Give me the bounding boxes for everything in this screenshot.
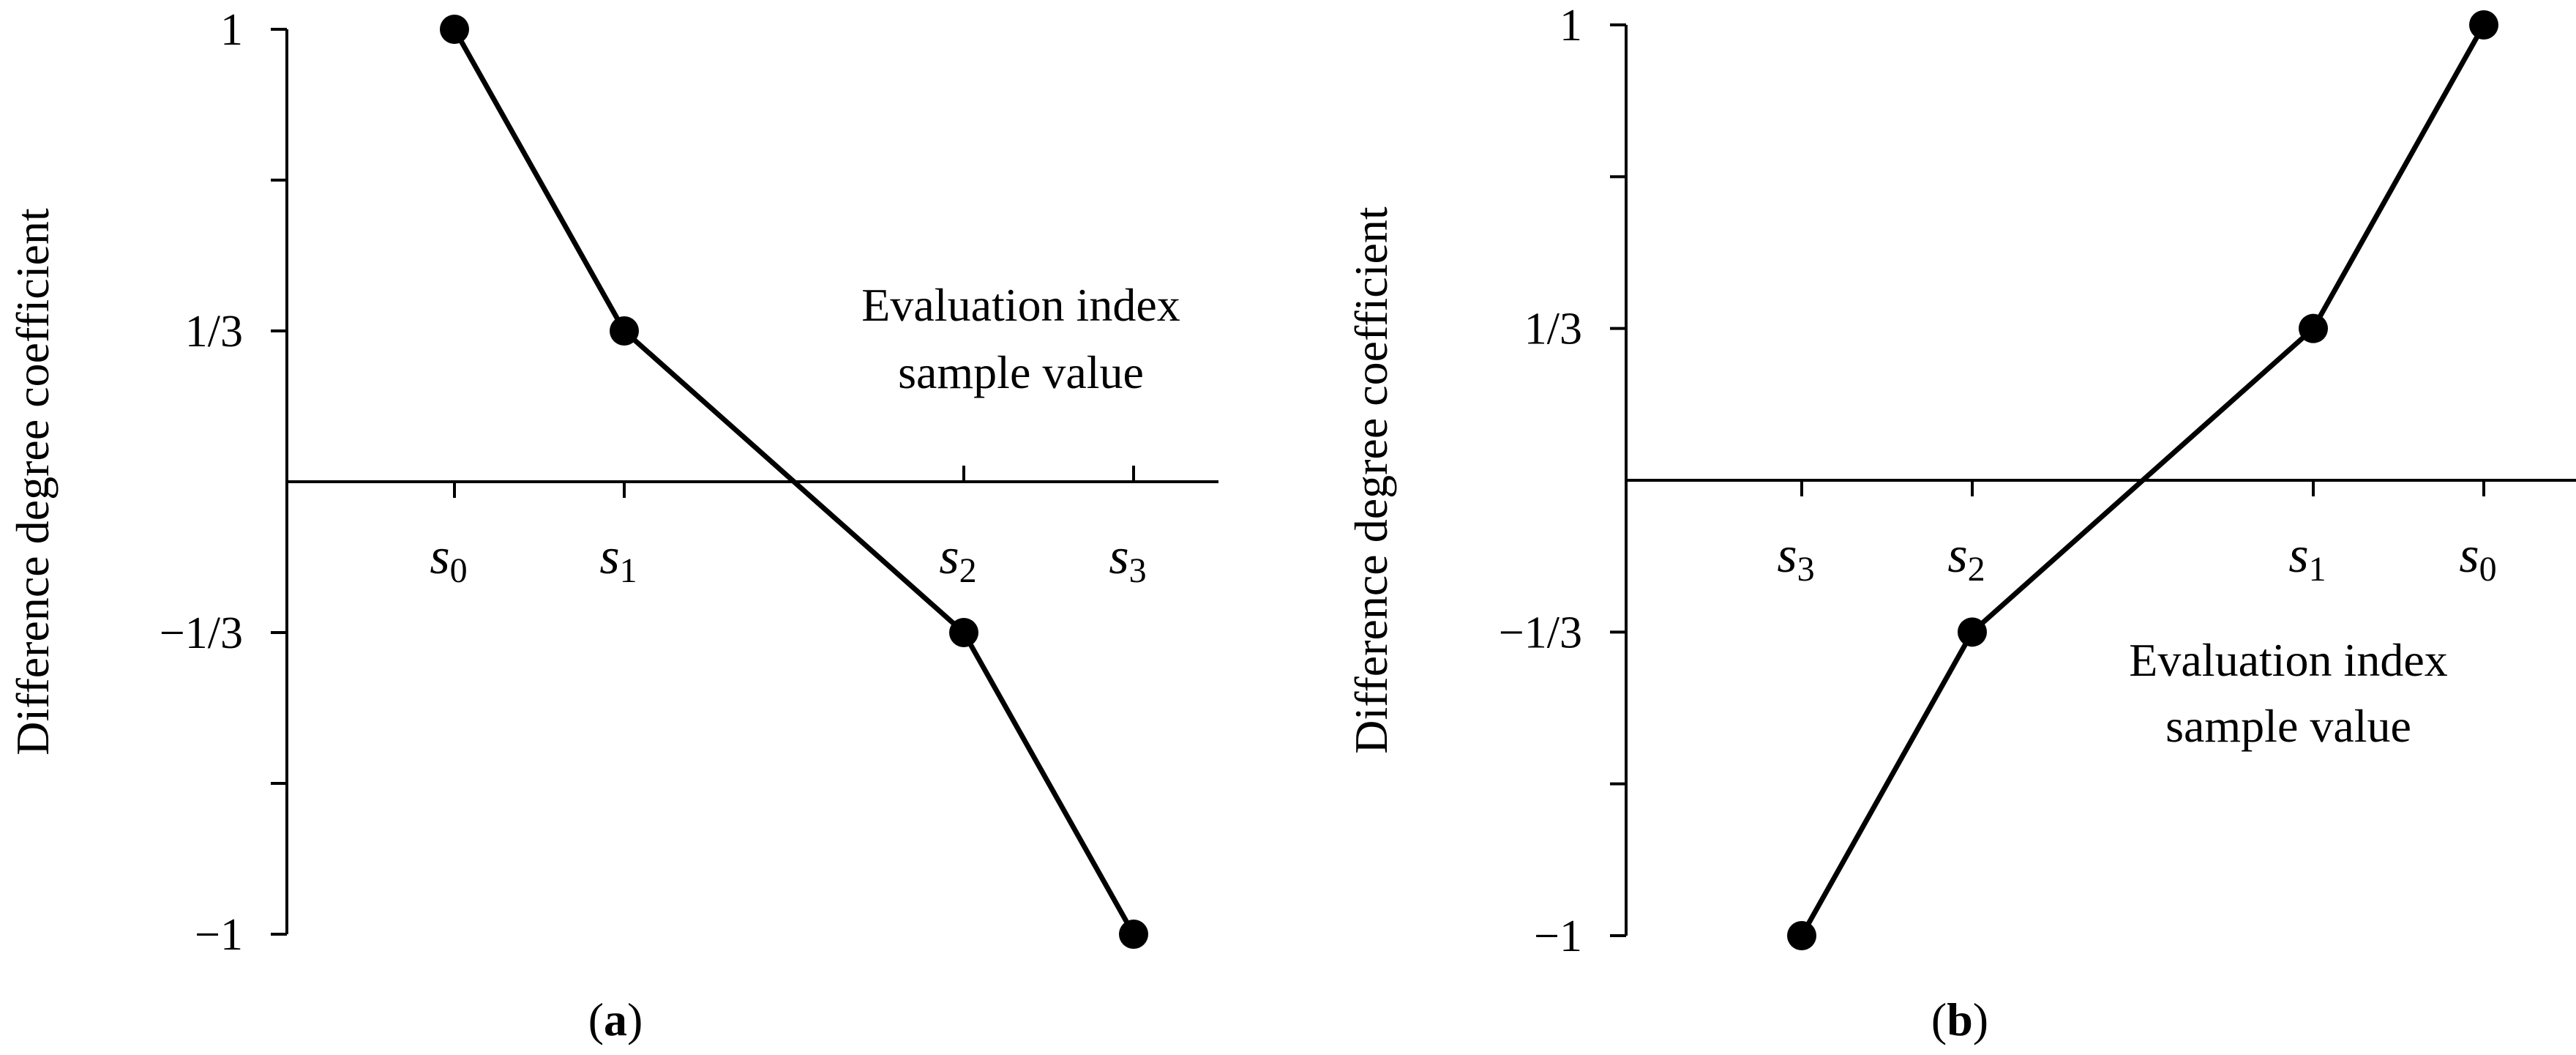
data-point <box>1958 617 1987 647</box>
x-tick-label: s0 <box>430 529 467 590</box>
y-tick-label: −1 <box>195 910 243 960</box>
data-point <box>1119 920 1148 949</box>
x-tick-label: s3 <box>1109 529 1146 590</box>
series-line <box>1799 23 2487 937</box>
chart-panel-b: 1 1/3 −1/3 −1 s3 s2 s1 s0 Difference degree coef… <box>1345 1 2576 1045</box>
y-tick-label: 1 <box>1560 1 1582 51</box>
x-tick-label: s2 <box>1947 527 1985 589</box>
data-point <box>949 617 978 647</box>
x-tick-label: s0 <box>2459 527 2496 589</box>
y-axis-label: Difference degree coefficient <box>7 208 59 756</box>
x-tick-label: s3 <box>1777 527 1814 589</box>
x-axis-label-line: sample value <box>898 346 1144 398</box>
y-axis-label: Difference degree coefficient <box>1345 206 1397 754</box>
y-tick-label: 1/3 <box>1524 305 1582 354</box>
y-tick-label: 1/3 <box>185 307 243 357</box>
chart-panel-a: 1 1/3 −1/3 −1 s0 s1 s2 s3 Difference degree coef… <box>7 5 1218 1045</box>
y-tick-label: −1 <box>1534 912 1582 961</box>
x-axis-label-line: sample value <box>2165 700 2411 752</box>
data-point <box>610 316 639 346</box>
x-tick-label: s2 <box>939 529 976 590</box>
panel-label: (a) <box>588 994 643 1045</box>
data-point <box>1787 921 1816 950</box>
x-tick-label: s1 <box>2288 527 2326 589</box>
x-axis-label-line: Evaluation index <box>2129 634 2447 686</box>
x-axis-label-line: Evaluation index <box>861 279 1180 331</box>
y-tick-label: −1/3 <box>160 608 243 658</box>
series-line <box>452 28 1137 936</box>
data-point <box>440 15 469 44</box>
panel-label: (b) <box>1931 994 1988 1045</box>
y-tick-label: −1/3 <box>1499 608 1582 657</box>
y-tick-label: 1 <box>220 5 243 55</box>
data-point <box>2469 10 2498 40</box>
data-point <box>2299 313 2328 343</box>
x-tick-label: s1 <box>599 529 637 590</box>
